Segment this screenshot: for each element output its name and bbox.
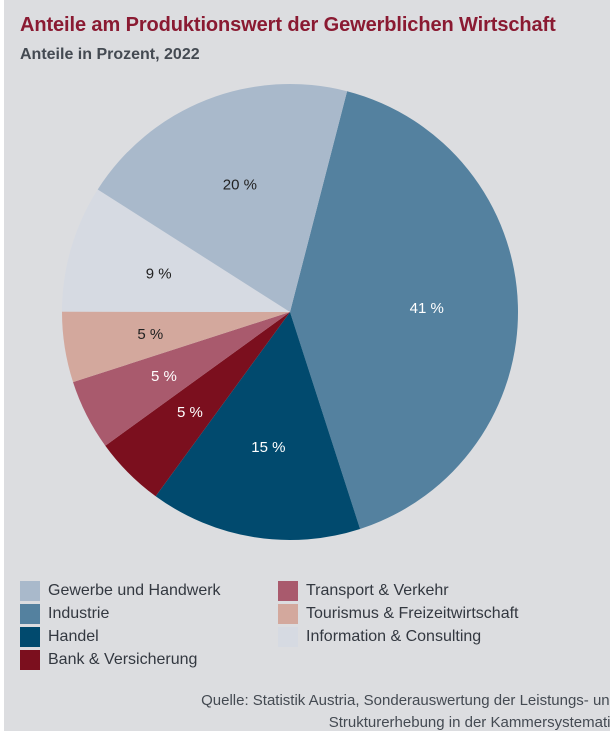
- pie-slice-2: [105, 312, 290, 497]
- slice-label-0: 41 %: [410, 300, 444, 317]
- legend-swatch: [20, 627, 40, 647]
- chart-subtitle: Anteile in Prozent, 2022: [20, 46, 200, 63]
- pie-slice-1: [155, 312, 361, 540]
- legend-label: Transport & Verkehr: [306, 582, 449, 599]
- chart-title: Anteile am Produktionswert der Gewerblic…: [20, 14, 556, 36]
- legend-swatch: [20, 581, 40, 601]
- legend-swatch: [20, 650, 40, 670]
- legend-label: Bank & Versicherung: [48, 651, 198, 668]
- legend-swatch: [278, 627, 298, 647]
- pie-slice-6: [97, 83, 348, 312]
- legend-swatch: [278, 581, 298, 601]
- legend-swatch: [20, 604, 40, 624]
- pie-slice-5: [62, 189, 290, 312]
- legend-item: Gewerbe und Handwerk: [20, 580, 221, 602]
- slice-label-6: 20 %: [223, 177, 257, 194]
- legend-label: Industrie: [48, 605, 110, 622]
- pie-slice-0: [290, 91, 518, 529]
- pie-chart: 41 % 15 % 5 % 5 % 5 % 9 % 20 %: [62, 83, 518, 540]
- pie-slice-4: [62, 311, 290, 383]
- legend-swatch: [278, 604, 298, 624]
- source-note: Quelle: Statistik Austria, Sonderauswert…: [18, 690, 610, 731]
- legend-item: Tourismus & Freizeitwirtschaft: [278, 603, 519, 625]
- slice-label-5: 9 %: [146, 266, 172, 283]
- slice-label-3: 5 %: [151, 368, 177, 385]
- legend-label: Tourismus & Freizeitwirtschaft: [306, 605, 519, 622]
- source-line-2: Strukturerhebung in der Kammersystematik: [328, 714, 610, 731]
- legend-label: Gewerbe und Handwerk: [48, 582, 221, 599]
- chart-panel: Anteile am Produktionswert der Gewerblic…: [4, 0, 610, 731]
- slice-label-1: 15 %: [251, 439, 285, 456]
- slice-label-2: 5 %: [177, 404, 203, 421]
- legend-item: Information & Consulting: [278, 626, 481, 648]
- legend-label: Handel: [48, 628, 99, 645]
- legend-item: Handel: [20, 626, 99, 648]
- legend-item: Transport & Verkehr: [278, 580, 449, 602]
- pie-slice-3: [73, 312, 291, 446]
- slice-label-4: 5 %: [137, 326, 163, 343]
- source-line-1: Quelle: Statistik Austria, Sonderauswert…: [201, 692, 610, 709]
- legend-label: Information & Consulting: [306, 628, 482, 645]
- legend-item: Industrie: [20, 603, 109, 625]
- legend: Gewerbe und Handwerk Industrie Handel Bank …: [20, 580, 610, 676]
- legend-item: Bank & Versicherung: [20, 649, 197, 671]
